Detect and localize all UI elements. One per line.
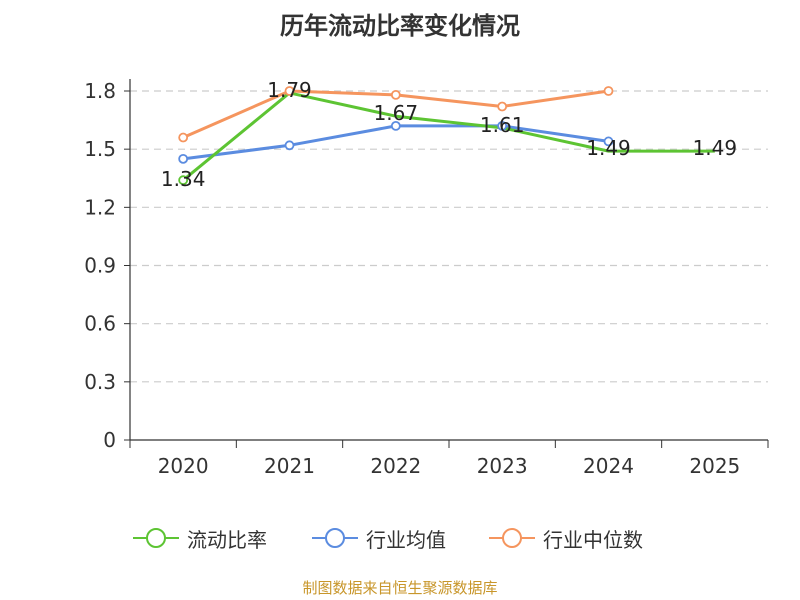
series-line <box>182 124 609 161</box>
legend-item-industry-median[interactable]: 行业中位数 <box>489 521 643 555</box>
y-tick-label: 0.6 <box>84 312 116 336</box>
data-point <box>390 89 401 100</box>
chart-title: 历年流动比率变化情况 <box>280 12 520 40</box>
x-tick-label: 2023 <box>477 454 528 478</box>
x-tick-label: 2025 <box>689 454 740 478</box>
x-tick-label: 2021 <box>264 454 315 478</box>
data-point <box>284 140 295 151</box>
legend-item-current-ratio[interactable]: 流动比率 <box>133 521 267 555</box>
source-note: 制图数据来自恒生聚源数据库 <box>302 579 498 597</box>
data-label: 1.79 <box>267 78 312 102</box>
y-tick-label: 0 <box>103 428 116 452</box>
legend-item-industry-mean[interactable]: 行业均值 <box>312 521 446 555</box>
y-tick-label: 1.8 <box>84 79 116 103</box>
data-point <box>284 86 295 96</box>
data-label: 1.49 <box>693 136 738 160</box>
legend: 流动比率 行业均值 行业中位数 <box>0 521 800 555</box>
data-point <box>603 86 614 96</box>
data-point <box>178 153 189 164</box>
y-tick-label: 0.9 <box>84 254 116 278</box>
series-line <box>182 91 715 182</box>
data-point <box>178 132 189 143</box>
legend-marker-current-ratio <box>133 528 179 548</box>
data-label: 1.34 <box>161 167 206 191</box>
legend-marker-industry-mean <box>312 528 358 548</box>
data-label: 1.49 <box>586 136 631 160</box>
x-tick-label: 2022 <box>370 454 421 478</box>
y-tick-label: 0.3 <box>84 370 116 394</box>
data-point <box>178 175 189 186</box>
y-tick-label: 1.5 <box>84 137 116 161</box>
legend-label-industry-median: 行业中位数 <box>543 527 643 552</box>
x-tick-label: 2020 <box>158 454 209 478</box>
y-tick-label: 1.2 <box>84 195 116 219</box>
data-label: 1.67 <box>374 101 419 125</box>
legend-label-current-ratio: 流动比率 <box>187 527 267 552</box>
legend-marker-industry-median <box>489 528 535 548</box>
legend-label-industry-mean: 行业均值 <box>366 527 446 552</box>
x-tick-label: 2024 <box>583 454 634 478</box>
data-label: 1.61 <box>480 113 525 137</box>
data-point <box>497 101 508 112</box>
data-point <box>603 136 614 147</box>
data-point <box>390 121 401 131</box>
data-point <box>497 121 508 131</box>
